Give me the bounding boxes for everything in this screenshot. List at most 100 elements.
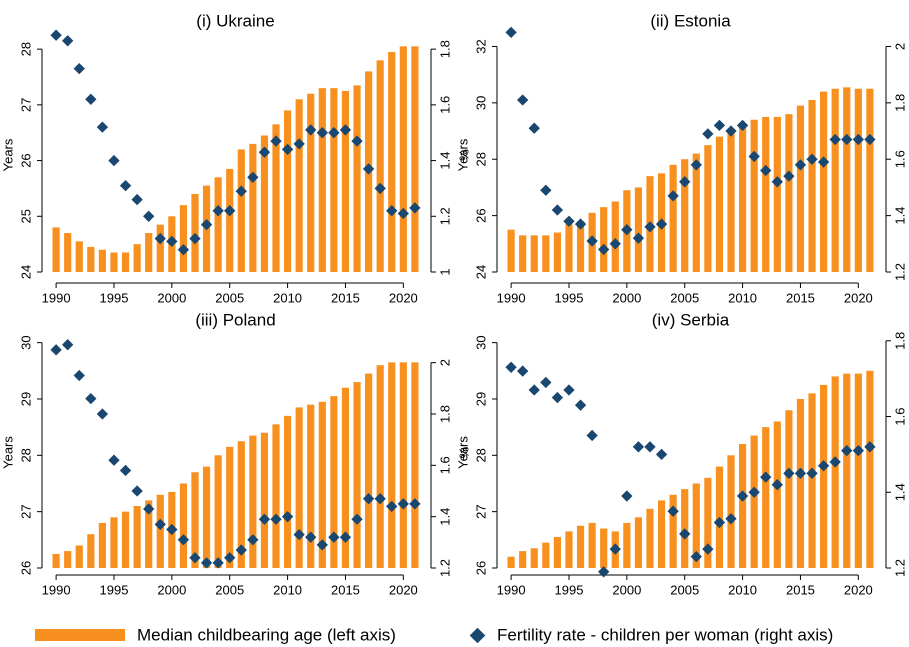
bar: [831, 88, 839, 273]
diamond-marker: [131, 485, 143, 497]
bar: [542, 542, 550, 568]
y2-tick-label: 1.8: [437, 405, 452, 423]
bar: [330, 396, 338, 568]
y-tick-label: 29: [473, 392, 488, 406]
diamond-marker: [316, 539, 328, 551]
diamond-marker: [339, 124, 352, 136]
bar: [519, 235, 527, 272]
y-tick-label: 24: [473, 265, 488, 279]
y2-tick-label: 1.8: [437, 40, 452, 58]
diamond-marker: [247, 534, 259, 546]
bar: [191, 472, 199, 568]
bar: [785, 114, 793, 272]
diamond-marker: [679, 528, 691, 540]
panel-title: (iii) Poland: [195, 310, 275, 329]
x-tick-label: 1995: [100, 290, 129, 305]
diamond-marker: [73, 62, 85, 75]
bar: [64, 233, 72, 272]
bar: [646, 508, 654, 568]
diamond-marker: [339, 531, 352, 543]
panel-title: (iv) Serbia: [652, 310, 730, 329]
diamond-marker: [563, 215, 575, 227]
diamond-marker: [108, 454, 120, 466]
y-tick-label: 26: [473, 208, 488, 222]
diamond-marker: [189, 552, 201, 564]
diamond-marker: [362, 493, 375, 505]
bar: [98, 249, 106, 272]
bar: [307, 93, 315, 272]
bar: [388, 362, 396, 568]
bar: [866, 370, 874, 568]
diamond-marker: [96, 121, 109, 133]
diamond-marker: [621, 224, 633, 236]
x-tick-label: 1995: [555, 290, 584, 305]
y-tick-label: 28: [473, 152, 488, 166]
bar: [98, 522, 106, 568]
bar: [785, 410, 793, 568]
diamond-marker: [505, 361, 517, 373]
diamond-marker: [247, 171, 259, 183]
bar: [750, 119, 758, 272]
y-tick-label: 27: [18, 98, 33, 112]
y2-tick-label: 1.4: [437, 152, 452, 170]
bar: [226, 168, 234, 272]
diamond-marker: [667, 190, 679, 202]
diamond-marker: [702, 543, 714, 555]
diamond-marker: [806, 153, 818, 165]
y-tick-label: 28: [18, 448, 33, 462]
diamond-marker: [783, 170, 795, 182]
diamond-marker: [551, 391, 564, 404]
diamond-marker: [528, 122, 540, 134]
bar: [318, 401, 326, 568]
bar: [376, 365, 384, 568]
diamond-marker: [281, 511, 294, 523]
x-tick-label: 2020: [389, 290, 418, 305]
diamond-marker: [200, 557, 213, 569]
diamond-marker: [725, 513, 737, 525]
diamond-marker: [505, 26, 517, 39]
bar: [820, 91, 828, 273]
diamond-marker: [409, 202, 421, 214]
diamond-marker: [690, 159, 702, 171]
bar: [330, 88, 338, 273]
diamond-marker: [794, 159, 807, 171]
bar: [657, 500, 666, 568]
diamond-marker: [713, 119, 726, 132]
x-tick-label: 1990: [497, 582, 526, 597]
y-tick-label: 32: [473, 39, 488, 53]
bar: [272, 124, 280, 272]
diamond-marker: [374, 493, 386, 505]
bar: [773, 421, 781, 568]
diamond-marker: [316, 127, 328, 139]
diamond-marker: [166, 235, 178, 248]
diamond-marker: [841, 444, 853, 457]
diamond-marker: [224, 205, 236, 217]
diamond-marker: [771, 479, 783, 491]
x-tick-label: 2000: [612, 290, 641, 305]
diamond-marker: [386, 205, 398, 217]
y-tick-label: 30: [473, 335, 488, 349]
bar: [399, 46, 407, 272]
bar: [576, 525, 585, 568]
diamond-marker: [609, 238, 621, 250]
y2-axis-label: %: [457, 149, 472, 161]
x-tick-label: 2020: [389, 582, 418, 597]
bar: [727, 455, 735, 568]
diamond-marker: [328, 531, 340, 543]
y2-tick-label: 2: [437, 359, 452, 366]
bar: [530, 235, 538, 272]
bar: [318, 88, 326, 273]
diamond-marker: [864, 441, 876, 453]
bar: [704, 145, 712, 272]
x-tick-label: 2010: [273, 582, 302, 597]
x-tick-label: 2010: [273, 290, 302, 305]
diamond-marker: [351, 135, 363, 147]
bar: [145, 500, 153, 568]
diamond-marker: [351, 513, 363, 525]
diamond-marker: [166, 523, 178, 536]
diamond-marker: [632, 232, 645, 244]
y2-tick-label: 1: [437, 268, 452, 275]
x-tick-label: 2010: [728, 290, 757, 305]
y2-tick-label: 1.2: [437, 207, 452, 225]
